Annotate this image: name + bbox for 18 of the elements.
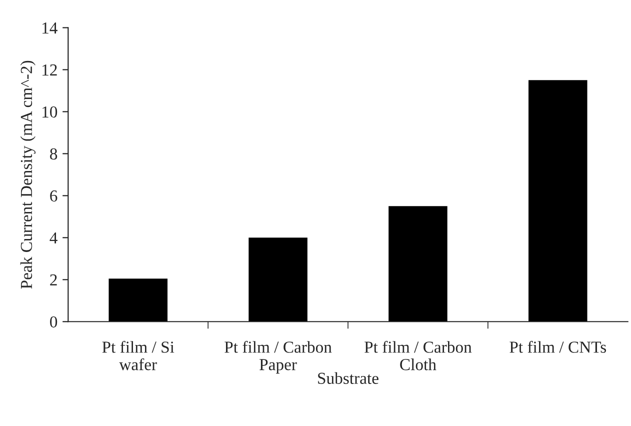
bar — [528, 80, 588, 322]
x-tick-label: Pt film / Carbon Paper — [224, 340, 332, 374]
x-tick-label: Pt film / Carbon Cloth — [364, 340, 472, 370]
y-tick-label: 6 — [50, 190, 58, 202]
x-tick-label: Pt film / Si wafer — [102, 340, 174, 370]
bar — [108, 278, 168, 322]
y-tick-label: 2 — [50, 274, 57, 286]
y-tick-label: 8 — [50, 148, 58, 160]
y-axis-title: Peak Current Density (mA cm^-2) — [20, 60, 36, 289]
y-tick-label: 12 — [42, 64, 57, 76]
y-tick-label: 4 — [50, 232, 58, 244]
y-tick-label: 0 — [50, 316, 58, 328]
y-tick-label: 14 — [42, 22, 58, 34]
bar — [388, 206, 448, 322]
x-tick-label: Pt film / CNTs — [510, 340, 606, 353]
x-axis-title: Substrate — [318, 372, 378, 384]
y-tick-label: 10 — [42, 106, 58, 118]
bar — [248, 238, 308, 322]
